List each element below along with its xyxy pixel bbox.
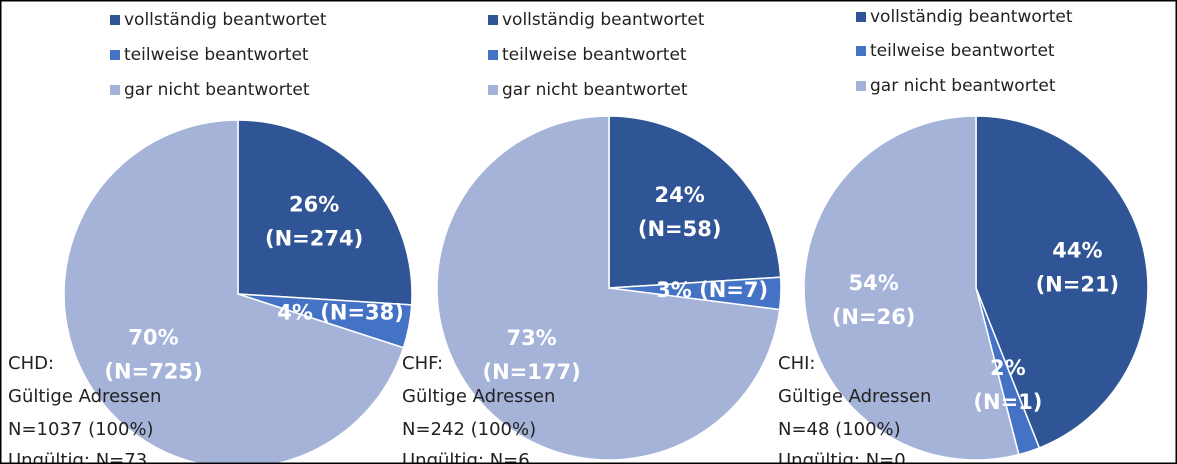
data-label: 4% (N=38) xyxy=(277,301,404,325)
annotation: Gültige Adressen xyxy=(402,386,555,407)
data-label: 44% xyxy=(1052,239,1102,263)
pie-slice xyxy=(608,115,782,289)
annotation: Ungültig: N=0 xyxy=(778,450,906,464)
data-label: 54% xyxy=(848,271,898,295)
data-label: 3% (N=7) xyxy=(656,278,768,302)
legend-swatch xyxy=(856,81,866,91)
pie-slice xyxy=(237,119,413,306)
annotation: Gültige Adressen xyxy=(8,386,161,407)
legend-label: teilweise beantwortet xyxy=(124,45,309,65)
legend-swatch xyxy=(110,85,120,95)
legend-swatch xyxy=(488,15,498,25)
pie-slice xyxy=(803,115,1020,461)
data-label: (N=725) xyxy=(104,359,202,383)
annotation: Gültige Adressen xyxy=(778,386,931,407)
data-label: 24% xyxy=(655,183,705,207)
legend-label: vollständig beantwortet xyxy=(124,10,327,30)
legend-label: vollständig beantwortet xyxy=(870,7,1073,27)
data-label: (N=58) xyxy=(638,217,722,241)
data-label: (N=177) xyxy=(482,360,580,384)
annotation: N=242 (100%) xyxy=(402,419,536,440)
annotation: N=48 (100%) xyxy=(778,419,901,440)
data-label: 2% xyxy=(990,356,1026,380)
annotation: Ungültig: N=73 xyxy=(8,450,147,464)
data-label: (N=21) xyxy=(1036,273,1120,297)
data-label: 26% xyxy=(289,193,339,217)
data-label: (N=26) xyxy=(832,305,916,329)
legend-swatch xyxy=(488,85,498,95)
legend-swatch xyxy=(856,46,866,56)
pie-slice xyxy=(436,115,781,461)
annotation: CHF: xyxy=(402,353,443,374)
legend-label: teilweise beantwortet xyxy=(870,41,1055,61)
legend-label: teilweise beantwortet xyxy=(502,45,687,65)
legend-swatch xyxy=(856,12,866,22)
legend-swatch xyxy=(110,50,120,60)
pie-slice xyxy=(975,115,1149,449)
legend-label: vollständig beantwortet xyxy=(502,10,705,30)
pie-slice xyxy=(63,119,405,464)
legend-label: gar nicht beantwortet xyxy=(870,76,1056,96)
annotation: CHD: xyxy=(8,353,54,374)
data-label: (N=274) xyxy=(265,227,363,251)
annotation: CHI: xyxy=(778,353,815,374)
legend-swatch xyxy=(488,50,498,60)
legend-swatch xyxy=(110,15,120,25)
legend-label: gar nicht beantwortet xyxy=(502,80,688,100)
legend-label: gar nicht beantwortet xyxy=(124,80,310,100)
data-label: 70% xyxy=(128,325,178,349)
annotation: N=1037 (100%) xyxy=(8,419,154,440)
data-label: (N=1) xyxy=(973,390,1042,414)
annotation: Ungültig: N=6 xyxy=(402,450,530,464)
data-label: 73% xyxy=(506,326,556,350)
